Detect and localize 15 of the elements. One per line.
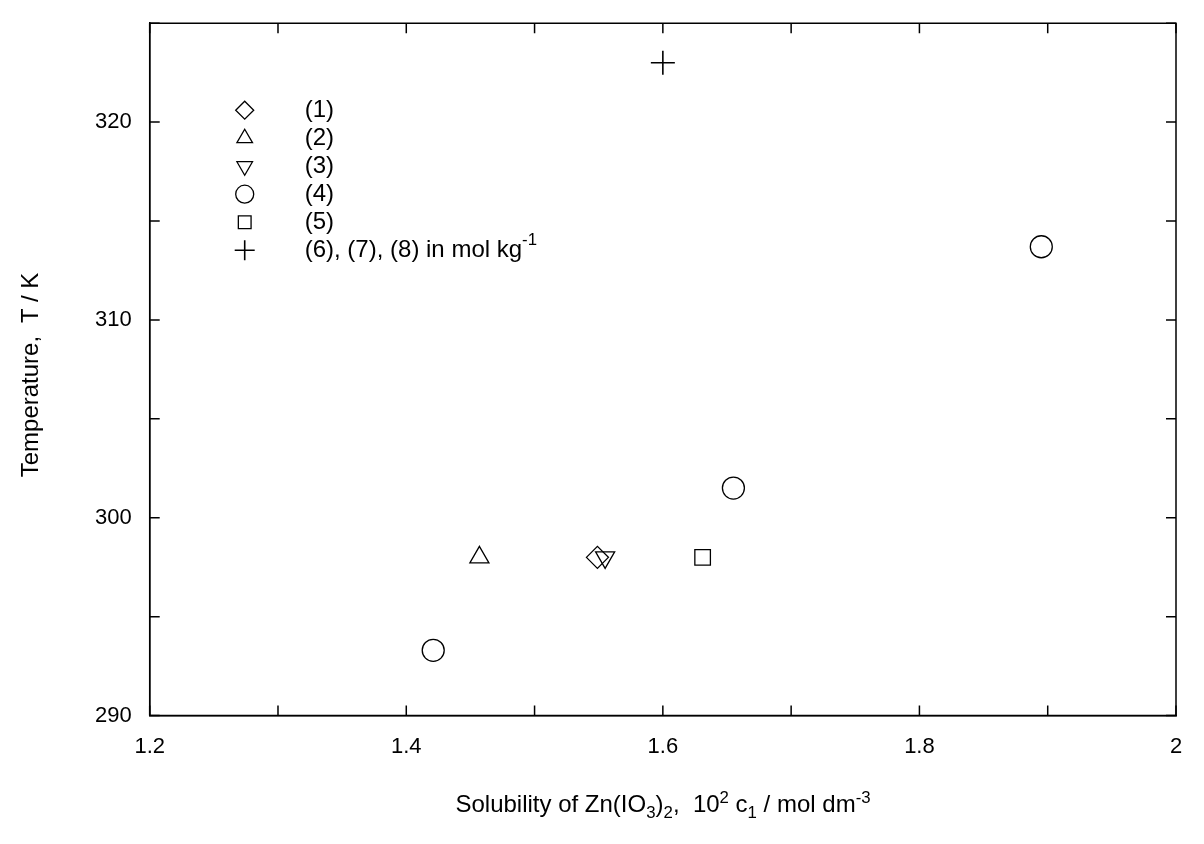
y-axis-title: Temperature, T / K	[16, 272, 44, 478]
x-tick-label: 1.2	[134, 732, 165, 758]
y-tick-label: 320	[94, 108, 132, 134]
legend-label: (3)	[304, 150, 335, 178]
y-tick-label: 290	[94, 701, 132, 727]
y-tick-label: 310	[94, 306, 132, 332]
x-tick-label: 1.6	[647, 732, 679, 758]
legend-label: (4)	[304, 178, 335, 206]
legend-label: (2)	[304, 122, 335, 150]
x-tick-label: 2	[1169, 732, 1183, 758]
text: Solubility of Zn(IO$_{3}$)$_{2}$, 10$^{2}$ c$_{1}$ / mol dm$^{-3}$	[455, 788, 871, 822]
x-tick-label: 1.8	[904, 732, 935, 758]
x-tick-label: 1.4	[390, 732, 422, 758]
y-tick-label: 300	[94, 503, 132, 529]
legend-label: (1)	[304, 94, 335, 122]
